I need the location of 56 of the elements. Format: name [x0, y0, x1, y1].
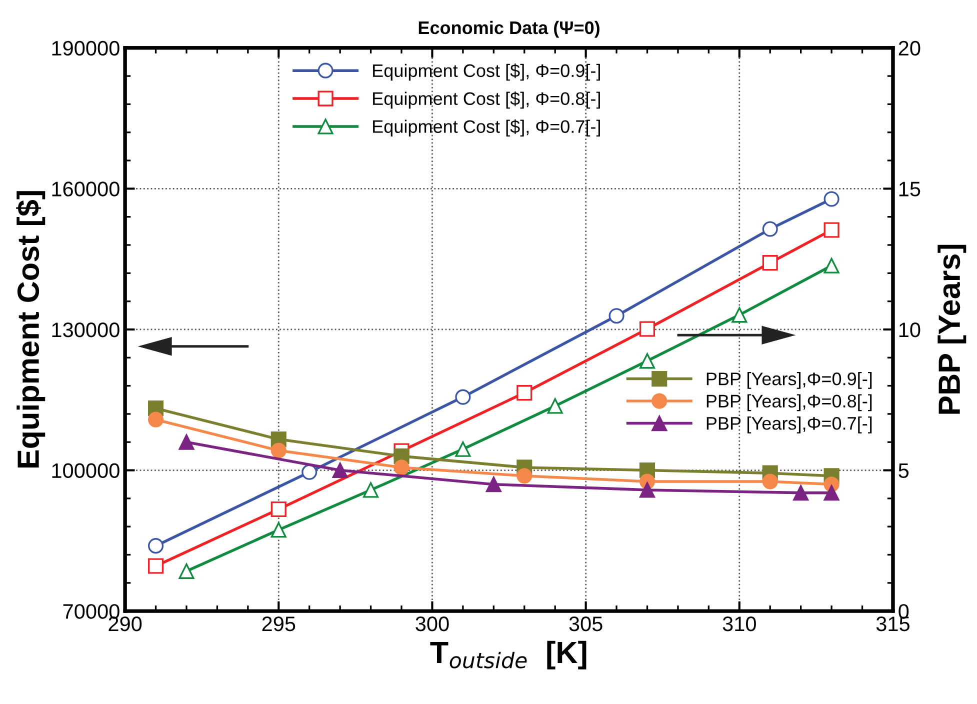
point	[793, 485, 809, 501]
point	[302, 464, 318, 480]
point	[824, 222, 840, 238]
y2-tick-label: 5	[898, 463, 909, 478]
point	[270, 522, 286, 538]
point	[270, 442, 286, 458]
point	[455, 389, 471, 405]
point	[148, 558, 164, 574]
y2-tick-label: 20	[898, 40, 920, 56]
point	[824, 485, 840, 501]
x-tick-label: 315	[876, 616, 910, 632]
point	[762, 221, 778, 237]
y-tick-label: 130000	[52, 322, 120, 338]
point	[486, 476, 502, 492]
y2-axis-title: PBP [Years]	[938, 244, 966, 414]
point	[363, 482, 379, 498]
x-tick-label: 310	[722, 616, 756, 632]
point	[762, 255, 778, 271]
x-tick-label: 305	[569, 616, 602, 632]
point	[455, 441, 471, 457]
x-tick-label: 290	[108, 616, 142, 632]
point	[639, 353, 656, 369]
point	[639, 321, 656, 337]
y-tick-label: 70000	[63, 604, 120, 619]
y-tick-label: 100000	[52, 463, 120, 478]
point	[270, 501, 286, 518]
chart-title: Economic Data (Ψ=0)	[418, 20, 600, 38]
point	[394, 460, 410, 476]
y-tick-label: 190000	[52, 40, 120, 56]
y-tick-label: 160000	[52, 182, 120, 196]
point	[148, 538, 164, 554]
point	[732, 307, 748, 323]
point	[332, 462, 348, 478]
point	[762, 474, 778, 490]
point	[516, 468, 532, 484]
x-tick-label: 300	[416, 616, 449, 632]
point	[516, 385, 532, 401]
legend-label: Equipment Cost [$], Φ=0.7[-]	[373, 119, 600, 137]
point	[148, 412, 164, 428]
legend-label: PBP [Years],Φ=0.7[-]	[706, 416, 872, 434]
point	[824, 258, 840, 274]
point	[178, 563, 194, 579]
y2-tick-label: 15	[899, 182, 920, 196]
x-tick-label: 295	[262, 616, 296, 632]
legend-label: PBP [Years],Φ=0.9[-]	[706, 372, 872, 389]
x-axis-title: T$_{outside}$ [K]	[430, 640, 586, 670]
point	[178, 434, 194, 450]
point	[824, 191, 840, 207]
legend-label: Equipment Cost [$], Φ=0.8[-]	[373, 91, 600, 109]
point	[639, 482, 656, 498]
point	[547, 398, 563, 414]
y-axis-title: Equipment Cost [$]	[16, 191, 46, 468]
y2-tick-label: 10	[899, 322, 920, 338]
legend-label: Equipment Cost [$], Φ=0.9[-]	[373, 64, 600, 81]
point	[608, 308, 624, 324]
legend-label: PBP [Years],Φ=0.8[-]	[706, 394, 872, 412]
